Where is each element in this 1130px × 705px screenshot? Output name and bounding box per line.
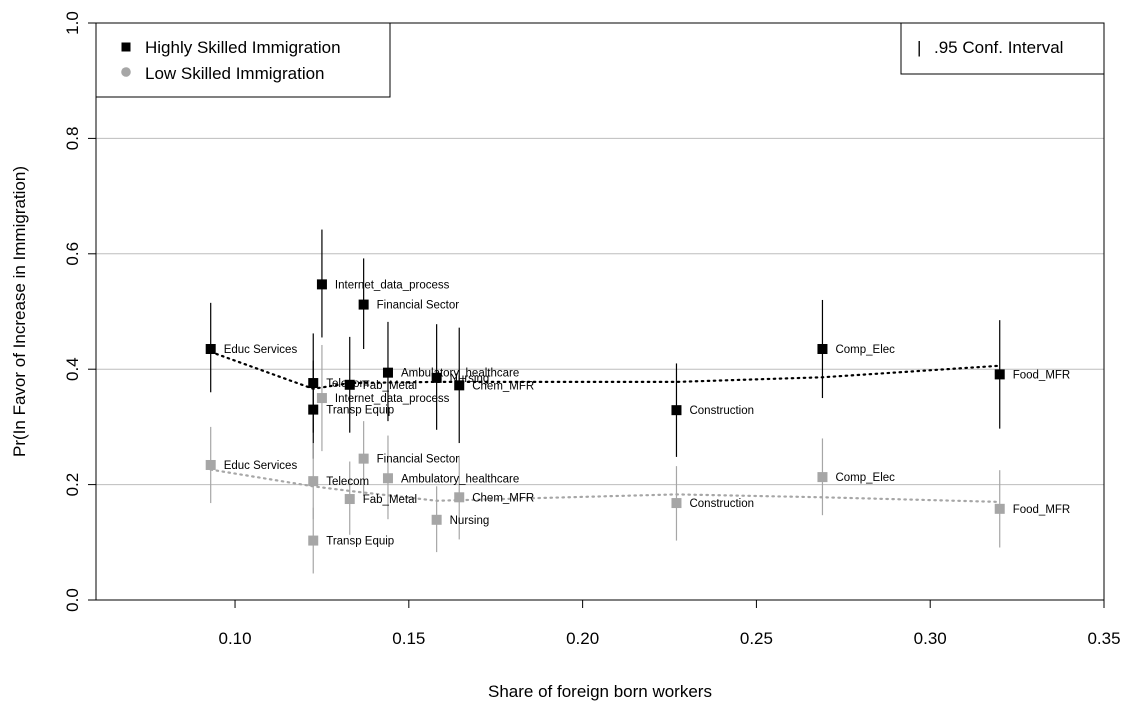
y-tick-label: 0.0 <box>63 588 82 612</box>
marker-high <box>308 404 319 415</box>
marker-high <box>344 379 355 390</box>
marker-low <box>454 492 465 503</box>
marker-low <box>308 476 319 487</box>
y-tick-label: 0.2 <box>63 473 82 497</box>
marker-high <box>454 380 465 391</box>
point-label-high: Food_MFR <box>1013 369 1071 381</box>
point-label-low: Financial Sector <box>377 454 460 466</box>
point-label-high: Educ Services <box>224 344 298 356</box>
point-label-high: Telecom <box>326 378 369 390</box>
marker-high <box>308 378 319 389</box>
point-label-high: Internet_data_process <box>335 279 450 291</box>
point-label-high: Construction <box>689 405 754 417</box>
point-label-low: Food_MFR <box>1013 504 1071 516</box>
legend-box <box>95 22 391 98</box>
ci-legend: | .95 Conf. Interval <box>900 22 1105 75</box>
marker-high <box>817 344 828 355</box>
point-label-low: Fab_Metal <box>363 494 417 506</box>
y-tick-label: 1.0 <box>63 11 82 35</box>
grid <box>96 137 1104 486</box>
legend-marker-high <box>121 42 131 52</box>
marker-low <box>308 535 319 546</box>
point-label-high: Financial Sector <box>377 300 460 312</box>
markers <box>205 279 1005 546</box>
point-label-low: Chem_MFR <box>472 492 534 504</box>
marker-low <box>817 472 828 483</box>
marker-low <box>431 514 442 525</box>
marker-low <box>994 503 1005 514</box>
x-tick-label: 0.30 <box>914 629 947 648</box>
point-label-low: Nursing <box>450 515 490 527</box>
x-tick-label: 0.35 <box>1087 629 1120 648</box>
plot-frame <box>95 22 1105 601</box>
x-tick-label: 0.25 <box>740 629 773 648</box>
point-label-low: Ambulatory_healthcare <box>401 473 519 485</box>
ci-legend-symbol: | <box>917 38 921 57</box>
error-bars <box>210 229 1001 574</box>
marker-high <box>358 299 369 310</box>
point-label-low: Educ Services <box>224 460 298 472</box>
point-label-low: Telecom <box>326 476 369 488</box>
legend: Highly Skilled Immigration Low Skilled I… <box>95 22 391 98</box>
marker-low <box>205 459 216 470</box>
y-tick-label: 0.8 <box>63 127 82 151</box>
legend-label-high: Highly Skilled Immigration <box>145 38 341 57</box>
marker-high <box>316 279 327 290</box>
marker-low <box>316 393 327 404</box>
legend-marker-low <box>121 67 131 77</box>
y-tick-label: 0.6 <box>63 242 82 266</box>
point-label-high: Transp Equip <box>326 405 394 417</box>
ci-legend-box <box>900 22 1105 75</box>
point-label-high: Chem_MFR <box>472 380 534 392</box>
point-label-low: Transp Equip <box>326 536 394 548</box>
x-tick-label: 0.10 <box>218 629 251 648</box>
x-tick-label: 0.15 <box>392 629 425 648</box>
ci-legend-label: .95 Conf. Interval <box>934 38 1063 57</box>
marker-low <box>671 498 682 509</box>
marker-high <box>994 369 1005 380</box>
point-label-high: Comp_Elec <box>835 344 895 356</box>
point-label-high: Nursing <box>450 373 490 385</box>
marker-low <box>382 473 393 484</box>
marker-high <box>671 405 682 416</box>
point-label-high: Fab_Metal <box>363 380 417 392</box>
y-tick-label: 0.4 <box>63 357 82 381</box>
point-label-low: Construction <box>689 498 754 510</box>
marker-high <box>205 344 216 355</box>
x-tick-label: 0.20 <box>566 629 599 648</box>
x-axis-title: Share of foreign born workers <box>488 682 712 701</box>
point-labels: Educ Services Internet_data_process Financ… <box>224 279 1071 547</box>
marker-low <box>344 494 355 505</box>
point-label-low: Internet_data_process <box>335 393 450 405</box>
marker-high <box>382 367 393 378</box>
point-label-high: Ambulatory_healthcare <box>401 368 519 380</box>
point-label-low: Comp_Elec <box>835 472 895 484</box>
marker-low <box>358 453 369 464</box>
axes: 0.10 0.15 0.20 0.25 0.30 0.35 0.0 0.2 0.4 0.6 0.8 1… <box>63 11 1121 648</box>
y-axis-title: Pr(In Favor of Increase in Immigration) <box>10 166 29 457</box>
marker-high <box>431 372 442 383</box>
legend-label-low: Low Skilled Immigration <box>145 64 325 83</box>
